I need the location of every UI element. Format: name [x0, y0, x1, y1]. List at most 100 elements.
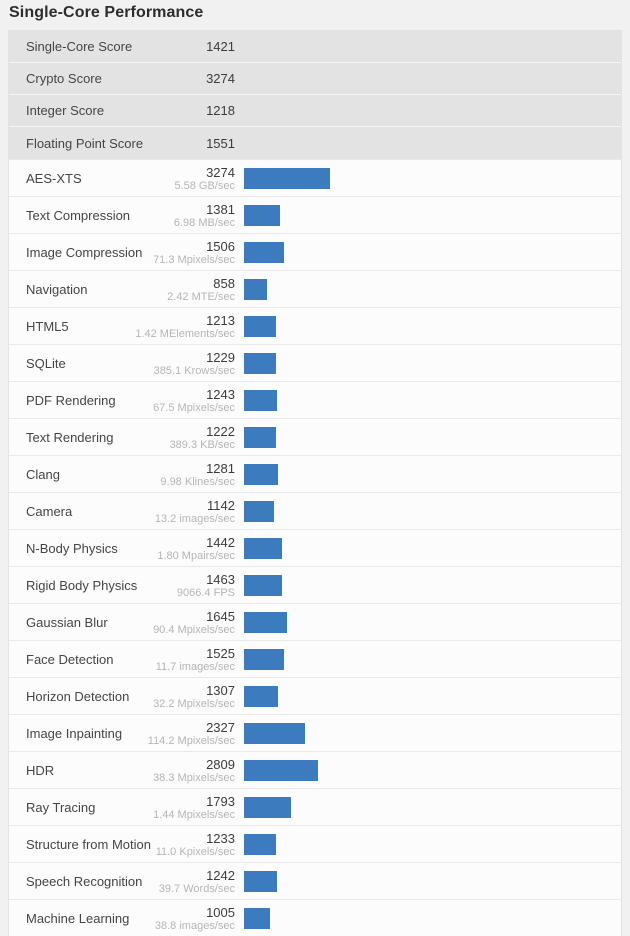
summary-row-score: 1551 — [206, 135, 235, 151]
benchmark-rate: 389.3 KB/sec — [169, 438, 235, 451]
benchmark-name: Navigation — [26, 281, 88, 297]
benchmark-score-block: 1233 11.0 Kpixels/sec — [152, 830, 235, 859]
benchmark-score: 1463 — [206, 571, 235, 587]
score-bar — [244, 241, 284, 263]
benchmark-rate: 5.58 GB/sec — [174, 179, 235, 192]
benchmark-row: Clang 1281 9.98 Klines/sec — [9, 455, 621, 492]
benchmark-rate: 6.98 MB/sec — [173, 216, 235, 229]
summary-row: Single-Core Score 1421 — [9, 31, 621, 63]
benchmark-row: SQLite 1229 385.1 Krows/sec — [9, 344, 621, 381]
score-bar-track — [244, 685, 621, 707]
score-bar — [244, 907, 271, 929]
score-bar-track — [244, 907, 621, 929]
benchmark-name: Clang — [26, 466, 60, 482]
benchmark-row: Rigid Body Physics 1463 9066.4 FPS — [9, 566, 621, 603]
benchmark-row: AES-XTS 3274 5.58 GB/sec — [9, 159, 621, 196]
benchmark-score-block: 3274 5.58 GB/sec — [152, 164, 235, 193]
benchmark-name: PDF Rendering — [26, 392, 116, 408]
benchmark-name: Camera — [26, 503, 73, 519]
benchmark-score-block: 2327 114.2 Mpixels/sec — [148, 719, 235, 748]
benchmark-score-block: 1793 1.44 Mpixels/sec — [152, 793, 235, 822]
score-bar-track — [244, 278, 621, 300]
benchmark-score: 2809 — [206, 756, 235, 772]
benchmark-score: 1222 — [206, 423, 235, 439]
benchmark-score: 858 — [213, 275, 235, 291]
benchmark-score-block: 1005 38.8 images/sec — [152, 904, 235, 933]
benchmark-score: 1213 — [206, 312, 235, 328]
benchmark-section: AES-XTS 3274 5.58 GB/sec Text Compression 13… — [9, 159, 621, 936]
score-bar-track — [244, 537, 621, 559]
benchmark-row: Camera 1142 13.2 images/sec — [9, 492, 621, 529]
benchmark-name: Text Compression — [26, 207, 131, 223]
results-table: Single-Core Score 1421 Crypto Score 3274 Int… — [8, 30, 622, 936]
benchmark-row: N-Body Physics 1442 1.80 Mpairs/sec — [9, 529, 621, 566]
benchmark-score: 1142 — [207, 497, 235, 513]
score-bar-track — [244, 611, 621, 633]
score-bar-track — [244, 204, 621, 226]
benchmark-name: Face Detection — [26, 651, 114, 667]
score-bar — [244, 574, 283, 596]
benchmark-score: 2327 — [206, 719, 235, 735]
benchmark-score-block: 1242 39.7 Words/sec — [152, 867, 235, 896]
benchmark-rate: 385.1 Krows/sec — [153, 364, 235, 377]
benchmark-score-block: 1525 11.7 images/sec — [152, 645, 235, 674]
benchmark-rate: 9066.4 FPS — [176, 586, 235, 599]
benchmark-row: Image Inpainting 2327 114.2 Mpixels/sec — [9, 714, 621, 751]
benchmark-name: Rigid Body Physics — [26, 577, 138, 593]
score-bar — [244, 611, 288, 633]
summary-row-score: 1421 — [206, 39, 235, 54]
score-bar-track — [244, 463, 621, 485]
benchmark-rate: 38.3 Mpixels/sec — [153, 771, 235, 784]
page-title: Single-Core Performance — [9, 4, 204, 21]
benchmark-row: Face Detection 1525 11.7 images/sec — [9, 640, 621, 677]
benchmark-score-block: 2809 38.3 Mpixels/sec — [152, 756, 235, 785]
benchmark-rate: 39.7 Words/sec — [158, 882, 235, 895]
benchmark-name: N-Body Physics — [26, 540, 118, 556]
benchmark-row: Ray Tracing 1793 1.44 Mpixels/sec — [9, 788, 621, 825]
benchmark-rate: 9.98 Klines/sec — [160, 475, 235, 488]
score-bar-track — [244, 352, 621, 374]
score-bar — [244, 722, 306, 744]
benchmark-score-block: 1213 1.42 MElements/sec — [135, 312, 235, 341]
score-bar — [244, 389, 277, 411]
benchmark-name: Machine Learning — [26, 910, 130, 926]
score-bar — [244, 278, 267, 300]
benchmark-name: Image Inpainting — [26, 725, 123, 741]
benchmark-name: Gaussian Blur — [26, 614, 108, 630]
summary-row: Crypto Score 3274 — [9, 63, 621, 95]
score-bar-track — [244, 241, 621, 263]
benchmark-rate: 114.2 Mpixels/sec — [147, 734, 235, 747]
score-bar-track — [244, 315, 621, 337]
summary-row-label: Single-Core Score — [26, 39, 133, 54]
benchmark-score-block: 1142 13.2 images/sec — [152, 497, 235, 526]
summary-section: Single-Core Score 1421 Crypto Score 3274 Int… — [9, 31, 621, 159]
summary-row: Integer Score 1218 — [9, 95, 621, 127]
benchmark-row: Machine Learning 1005 38.8 images/sec — [9, 899, 621, 936]
benchmark-score: 1506 — [206, 238, 235, 254]
benchmark-score: 1381 — [206, 201, 235, 217]
benchmark-row: Speech Recognition 1242 39.7 Words/sec — [9, 862, 621, 899]
score-bar-track — [244, 796, 621, 818]
benchmark-name: HDR — [26, 762, 55, 778]
score-bar-track — [244, 648, 621, 670]
benchmark-score: 1229 — [206, 349, 235, 365]
benchmark-score-block: 1222 389.3 KB/sec — [152, 423, 235, 452]
benchmark-rate: 1.44 Mpixels/sec — [153, 808, 235, 821]
benchmark-score: 3274 — [206, 164, 235, 180]
benchmark-name: Speech Recognition — [26, 873, 143, 889]
benchmark-name: Text Rendering — [26, 429, 114, 445]
benchmark-rate: 11.0 Kpixels/sec — [155, 845, 235, 858]
benchmark-score-block: 1506 71.3 Mpixels/sec — [152, 238, 235, 267]
benchmark-score-block: 1442 1.80 Mpairs/sec — [152, 534, 235, 563]
benchmark-score-block: 858 2.42 MTE/sec — [152, 275, 235, 304]
score-bar-track — [244, 833, 621, 855]
benchmark-score: 1645 — [206, 608, 235, 624]
benchmark-name: Ray Tracing — [26, 799, 96, 815]
benchmark-rate: 90.4 Mpixels/sec — [153, 623, 235, 636]
benchmark-score: 1233 — [206, 830, 235, 846]
summary-row-label: Crypto Score — [26, 71, 102, 86]
summary-row: Floating Point Score 1551 — [9, 127, 621, 159]
benchmark-rate: 13.2 images/sec — [154, 512, 235, 525]
benchmark-rate: 1.80 Mpairs/sec — [157, 549, 235, 562]
